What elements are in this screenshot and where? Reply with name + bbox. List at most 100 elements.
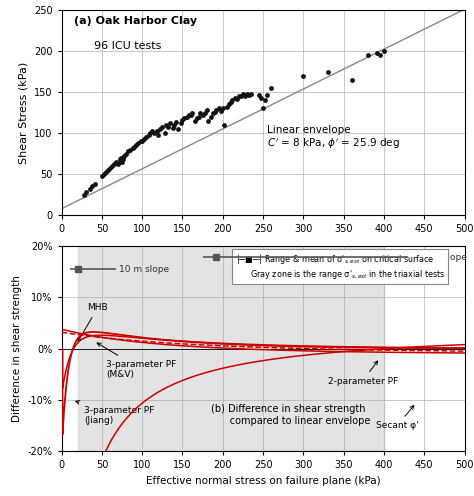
Point [212, 106, 220, 114]
Point [203, 106, 210, 114]
Point [124, 147, 131, 155]
Point [102, 168, 109, 176]
Point [219, 105, 227, 113]
Point [118, 154, 125, 162]
Point [169, 124, 177, 132]
Point [263, 91, 271, 99]
Point [91, 180, 99, 188]
Point [211, 108, 219, 116]
Point [220, 121, 228, 129]
Point [255, 91, 263, 99]
Point [228, 96, 236, 104]
Point [105, 166, 112, 174]
Point [182, 113, 190, 121]
Point [226, 100, 233, 108]
Point [237, 92, 244, 100]
Point [380, 47, 388, 55]
Text: (a) Oak Harbor Clay: (a) Oak Harbor Clay [74, 16, 197, 26]
Point [153, 126, 161, 134]
Text: 96 ICU tests: 96 ICU tests [94, 41, 161, 51]
Text: (b) Difference in shear strength
      compared to linear envelope: (b) Difference in shear strength compare… [210, 404, 370, 426]
Point [163, 121, 170, 129]
Point [376, 51, 384, 59]
Point [185, 111, 193, 119]
Point [126, 145, 134, 153]
Point [364, 51, 372, 59]
Point [135, 139, 142, 147]
Point [210, 110, 217, 118]
Y-axis label: Shear Stress (kPa): Shear Stress (kPa) [18, 62, 28, 164]
Point [258, 94, 265, 102]
Point [204, 117, 212, 125]
Text: 2-parameter PF: 2-parameter PF [328, 361, 398, 385]
Point [172, 118, 180, 125]
Point [267, 84, 275, 92]
Point [324, 67, 331, 75]
Point [130, 143, 138, 151]
Point [129, 144, 137, 152]
Point [110, 160, 118, 168]
Point [261, 96, 268, 104]
Point [188, 109, 196, 117]
Point [196, 110, 204, 118]
Point [167, 120, 174, 127]
Text: 3-parameter PF
(M&V): 3-parameter PF (M&V) [97, 343, 176, 379]
Point [158, 123, 166, 130]
Point [247, 90, 255, 98]
Text: 3-parameter PF
(Jiang): 3-parameter PF (Jiang) [76, 401, 155, 425]
Point [231, 94, 238, 102]
Point [89, 183, 96, 190]
Point [193, 115, 201, 123]
Point [119, 155, 127, 163]
Point [243, 90, 251, 98]
Point [118, 158, 126, 166]
Point [180, 115, 188, 123]
Text: MHB: MHB [78, 303, 108, 341]
Point [177, 120, 185, 127]
Point [161, 129, 169, 137]
Point [108, 162, 115, 170]
Point [195, 113, 202, 121]
Point [245, 91, 252, 99]
Point [227, 98, 235, 106]
Point [137, 137, 145, 145]
Point [82, 188, 90, 196]
Point [374, 50, 381, 58]
Text: 150 m slope: 150 m slope [410, 253, 466, 262]
Point [132, 141, 139, 149]
Point [156, 125, 164, 133]
Point [142, 133, 150, 141]
Point [121, 152, 128, 160]
Text: Linear envelope
$C'$ = 8 kPa, $\phi'$ = 25.9 deg: Linear envelope $C'$ = 8 kPa, $\phi'$ = … [267, 125, 400, 151]
Point [235, 92, 243, 100]
Point [191, 117, 198, 125]
Point [145, 131, 153, 139]
Point [140, 135, 147, 143]
Point [100, 170, 108, 178]
Point [146, 129, 154, 137]
Point [113, 158, 120, 166]
Point [116, 158, 123, 166]
Y-axis label: Difference in shear strength: Difference in shear strength [12, 275, 22, 422]
Point [86, 185, 94, 193]
Point [174, 125, 182, 133]
Point [218, 107, 225, 115]
Point [148, 127, 155, 135]
Point [81, 191, 88, 199]
Point [234, 95, 241, 103]
Point [242, 92, 249, 100]
Point [164, 124, 172, 131]
Point [199, 111, 206, 119]
Point [201, 109, 209, 117]
Text: 10 m slope: 10 m slope [119, 265, 169, 274]
Point [179, 116, 186, 124]
Bar [78, 246, 384, 451]
Point [106, 164, 114, 172]
Point [138, 137, 146, 145]
Point [114, 160, 122, 168]
Point [171, 121, 178, 129]
Point [348, 76, 356, 84]
Text: ├─■─┤ Range & mean of σ'$_{s,est}$ on critical surface
      Gray zone is the ra: ├─■─┤ Range & mean of σ'$_{s,est}$ on cr… [235, 252, 445, 281]
Point [259, 105, 267, 113]
Point [155, 131, 162, 139]
